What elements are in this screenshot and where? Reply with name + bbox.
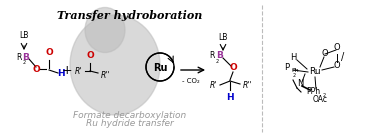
Text: R: R <box>17 52 22 62</box>
Text: O: O <box>229 64 237 72</box>
Text: - CO₂: - CO₂ <box>182 78 200 84</box>
Text: H: H <box>226 93 234 102</box>
Ellipse shape <box>70 15 160 115</box>
Text: Transfer hydroboration: Transfer hydroboration <box>57 10 203 21</box>
Ellipse shape <box>85 8 125 52</box>
Text: 2: 2 <box>293 73 296 78</box>
Text: LB: LB <box>218 33 228 42</box>
Text: O: O <box>334 44 340 52</box>
Text: Ph: Ph <box>291 68 299 72</box>
Text: N: N <box>297 79 303 89</box>
Text: O: O <box>334 62 340 71</box>
Text: O: O <box>32 65 40 73</box>
Text: /: / <box>341 52 345 62</box>
Text: P: P <box>284 64 290 72</box>
Text: 2: 2 <box>23 60 26 65</box>
Text: H: H <box>57 69 65 79</box>
Text: B: B <box>217 52 223 61</box>
Text: O: O <box>322 49 328 58</box>
Text: R'': R'' <box>243 81 253 89</box>
Text: 2: 2 <box>323 93 326 98</box>
Text: R': R' <box>74 68 82 76</box>
Text: +: + <box>62 64 72 76</box>
Text: PPh: PPh <box>306 88 320 96</box>
Text: Formate decarboxylation: Formate decarboxylation <box>73 111 187 119</box>
Text: H: H <box>290 54 296 62</box>
Text: R': R' <box>210 82 217 91</box>
Text: O: O <box>45 48 53 57</box>
Text: R'': R'' <box>101 71 110 79</box>
Text: B: B <box>23 52 29 62</box>
Text: 2: 2 <box>216 59 219 64</box>
Text: R: R <box>210 52 215 61</box>
Text: OAc: OAc <box>313 95 327 105</box>
Text: Ru: Ru <box>153 63 167 73</box>
Text: LB: LB <box>19 31 29 40</box>
Text: Ru: Ru <box>309 68 321 76</box>
Text: O: O <box>86 51 94 60</box>
Text: Ru hydride transfer: Ru hydride transfer <box>86 119 174 129</box>
